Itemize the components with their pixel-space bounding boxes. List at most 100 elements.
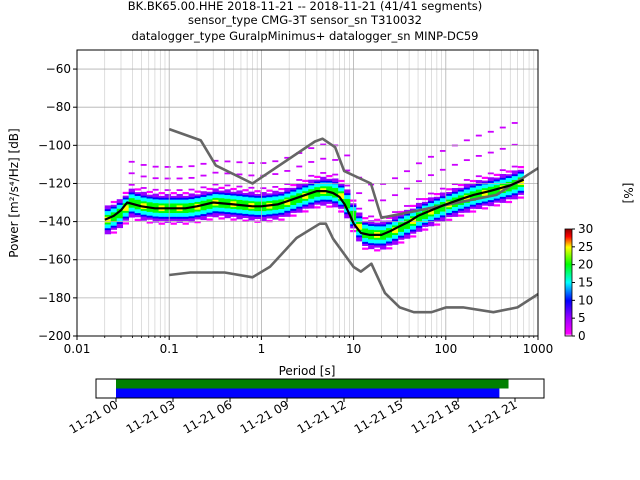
histogram-cell xyxy=(188,210,195,213)
histogram-cell xyxy=(140,212,147,216)
histogram-cell xyxy=(409,227,417,230)
histogram-cell xyxy=(152,210,159,213)
histogram-cell xyxy=(164,199,171,202)
histogram-cell xyxy=(176,205,183,208)
histogram-cell xyxy=(236,217,243,220)
histogram-cell xyxy=(427,216,435,219)
histogram-cell xyxy=(433,198,441,201)
histogram-cell xyxy=(308,174,315,177)
timeline-tick-label: 11-21 21 xyxy=(466,397,520,436)
y-tick-label: −60 xyxy=(46,62,71,76)
histogram-cell xyxy=(427,218,435,221)
histogram-cell xyxy=(236,213,243,216)
histogram-cell xyxy=(284,214,291,217)
histogram-cell xyxy=(278,218,285,221)
histogram-cell xyxy=(439,207,447,210)
histogram-cell xyxy=(451,195,459,198)
histogram-cell xyxy=(314,179,321,182)
histogram-cell xyxy=(200,186,207,189)
histogram-cell xyxy=(463,202,471,206)
histogram-cell xyxy=(260,218,267,221)
histogram-cell xyxy=(152,218,159,221)
histogram-cell xyxy=(314,187,321,190)
histogram-cell xyxy=(421,228,429,231)
histogram-cell xyxy=(122,222,129,225)
histogram-cell xyxy=(332,191,339,195)
histogram-cell xyxy=(116,216,124,219)
histogram-cell xyxy=(218,211,225,214)
histogram-cell xyxy=(224,172,231,175)
histogram-cell xyxy=(296,197,303,200)
histogram-cell xyxy=(134,199,141,202)
histogram-cell xyxy=(182,192,189,195)
histogram-cell xyxy=(511,176,519,179)
histogram-cell xyxy=(218,196,225,199)
histogram-cell xyxy=(469,187,477,190)
histogram-cell xyxy=(427,155,434,158)
histogram-cell xyxy=(481,207,489,210)
histogram-cell xyxy=(110,208,118,211)
histogram-cell xyxy=(218,217,225,220)
histogram-cell xyxy=(344,184,351,187)
histogram-cell xyxy=(284,210,291,214)
histogram-cell xyxy=(344,191,351,194)
histogram-cell xyxy=(404,170,410,173)
histogram-cell xyxy=(218,205,225,209)
y-tick-label: −80 xyxy=(46,100,71,114)
histogram-cell xyxy=(260,162,267,164)
histogram-cell xyxy=(236,196,243,199)
histogram-cell xyxy=(344,189,351,192)
histogram-cell xyxy=(146,213,153,216)
histogram-cell xyxy=(320,176,327,179)
low-noise-model-line xyxy=(169,222,539,314)
histogram-cell xyxy=(481,199,489,202)
histogram-cell xyxy=(314,181,321,184)
histogram-cell xyxy=(409,225,417,229)
histogram-cell xyxy=(517,196,525,199)
histogram-cell xyxy=(386,233,393,237)
histogram-cell xyxy=(170,222,177,225)
histogram-cell xyxy=(176,201,183,204)
histogram-cell xyxy=(433,208,441,211)
histogram-cell xyxy=(158,203,165,206)
histogram-cell xyxy=(415,221,423,225)
histogram-cell xyxy=(194,190,201,193)
histogram-cell xyxy=(278,207,285,210)
histogram-cell xyxy=(409,208,417,211)
histogram-cell xyxy=(386,231,393,235)
histogram-cell xyxy=(463,185,471,188)
histogram-cell xyxy=(296,191,303,194)
histogram-cell xyxy=(326,180,333,183)
histogram-cell xyxy=(332,205,339,208)
histogram-cell xyxy=(392,240,399,243)
histogram-cell xyxy=(302,196,309,200)
histogram-cell xyxy=(272,192,279,195)
histogram-cell xyxy=(314,192,321,196)
histogram-cell xyxy=(188,201,195,204)
histogram-cell xyxy=(445,207,453,210)
histogram-cell xyxy=(122,214,129,217)
histogram-cell xyxy=(128,207,135,210)
histogram-cell xyxy=(368,237,375,240)
histogram-cell xyxy=(362,222,369,226)
histogram-cell xyxy=(260,216,267,220)
colorbar-tick-label: 30 xyxy=(578,222,593,236)
histogram-cell xyxy=(116,218,124,221)
histogram-cell xyxy=(404,215,411,218)
histogram-cell xyxy=(170,195,177,199)
histogram-cell xyxy=(362,217,369,220)
histogram-cell xyxy=(439,211,447,214)
histogram-cell xyxy=(415,180,422,183)
histogram-cell xyxy=(386,224,393,227)
histogram-cell xyxy=(392,231,399,234)
histogram-cell xyxy=(415,198,422,200)
histogram-cell xyxy=(332,180,339,183)
histogram-cell xyxy=(218,190,225,193)
x-tick-label: 0.1 xyxy=(160,342,179,356)
histogram-cell xyxy=(493,200,501,203)
histogram-cell xyxy=(146,200,153,203)
histogram-cell xyxy=(421,224,429,227)
histogram-cell xyxy=(266,202,273,206)
histogram-cell xyxy=(409,204,417,208)
histogram-cell xyxy=(314,194,321,198)
